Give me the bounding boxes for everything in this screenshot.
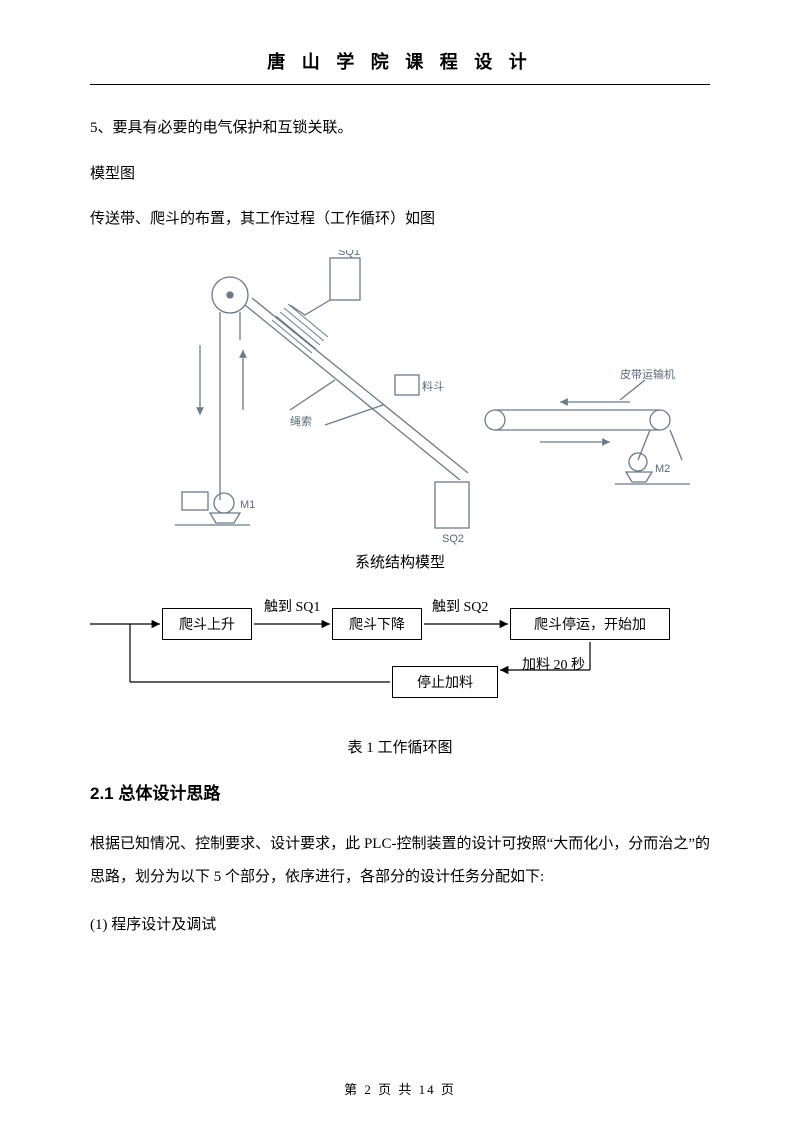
model-description: 传送带、爬斗的布置，其工作过程（工作循环）如图	[90, 204, 710, 236]
model-heading: 模型图	[90, 159, 710, 191]
page-number: 第 2 页 共 14 页	[344, 1082, 456, 1097]
flow-edge-label-sq2: 触到 SQ2	[432, 596, 488, 616]
flow-box-stop-start-feed: 爬斗停运，开始加	[510, 608, 670, 640]
flow-caption: 表 1 工作循环图	[90, 736, 710, 757]
diagram-caption: 系统结构模型	[90, 551, 710, 572]
flow-edge-label-sq1: 触到 SQ1	[264, 596, 320, 616]
flow-box-descend: 爬斗下降	[332, 608, 422, 640]
flow-edge-label-20s: 加料 20 秒	[522, 654, 585, 674]
diagram-label-sq1: SQ1	[338, 250, 360, 258]
requirement-line-5: 5、要具有必要的电气保护和互锁关联。	[90, 113, 710, 145]
step-1: (1) 程序设计及调试	[90, 910, 710, 942]
header-title: 唐 山 学 院 课 程 设 计	[267, 52, 533, 72]
design-idea-paragraph: 根据已知情况、控制要求、设计要求，此 PLC-控制装置的设计可按照“大而化小，分…	[90, 828, 710, 894]
diagram-label-bucket: 料斗	[422, 379, 444, 393]
diagram-label-m1: M1	[240, 499, 255, 511]
system-structure-diagram: SQ1 料斗 绳索 SQ2 M1 M2 皮带运输机	[90, 250, 710, 545]
diagram-label-sq2: SQ2	[442, 533, 464, 545]
diagram-label-m2: M2	[655, 463, 670, 475]
flow-box-stop-feed: 停止加料	[392, 666, 498, 698]
page-header: 唐 山 学 院 课 程 设 计	[90, 48, 710, 85]
section-heading-2-1: 2.1 总体设计思路	[90, 779, 710, 804]
page-footer: 第 2 页 共 14 页	[0, 1079, 800, 1098]
flow-box-rise: 爬斗上升	[162, 608, 252, 640]
diagram-label-rope: 绳索	[290, 414, 312, 428]
work-cycle-flowchart: 爬斗上升 爬斗下降 爬斗停运，开始加 停止加料 触到 SQ1 触到 SQ2 加料…	[90, 590, 710, 730]
diagram-label-conveyor: 皮带运输机	[620, 367, 675, 381]
